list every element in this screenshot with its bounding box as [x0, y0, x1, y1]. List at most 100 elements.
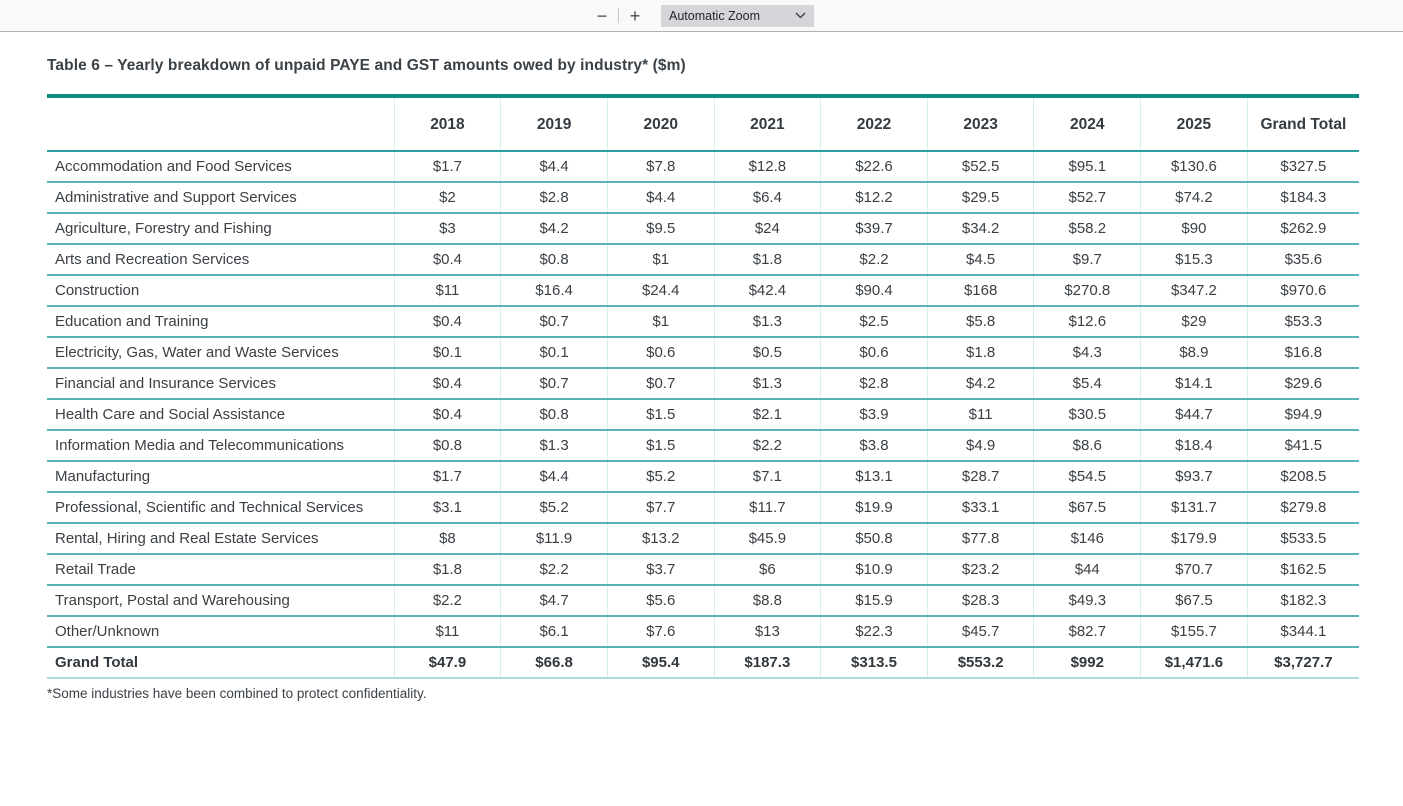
cell-value: $9.5 [606, 213, 715, 245]
zoom-level-dropdown[interactable]: Automatic Zoom [661, 4, 814, 27]
cell-value: $33.1 [926, 492, 1034, 524]
column-header: 2020 [606, 96, 715, 152]
zoom-in-button[interactable]: + [622, 3, 648, 29]
cell-value: $11.9 [500, 523, 608, 555]
cell-value: $8.6 [1033, 430, 1141, 462]
cell-value: $0.4 [393, 399, 501, 431]
cell-value: $82.7 [1033, 616, 1141, 648]
cell-value: $8.8 [713, 585, 821, 617]
cell-value: $179.9 [1140, 523, 1248, 555]
cell-value: $130.6 [1140, 151, 1248, 183]
cell-value: $29.5 [926, 182, 1034, 214]
cell-value: $8.9 [1140, 337, 1248, 369]
cell-value: $95.1 [1033, 151, 1141, 183]
column-header: 2021 [713, 96, 821, 152]
cell-value: $3.8 [820, 430, 928, 462]
cell-value: $67.5 [1033, 492, 1141, 524]
column-header: 2022 [820, 96, 928, 152]
row-label: Financial and Insurance Services [47, 368, 395, 400]
cell-value: $1.8 [713, 244, 821, 276]
cell-value: $12.8 [713, 151, 821, 183]
table-row: Construction $11 $16.4 $24.4 $42.4 $90.4 $168 $… [47, 275, 1359, 307]
cell-value: $29 [1140, 306, 1248, 338]
cell-value: $77.8 [926, 523, 1034, 555]
cell-value: $155.7 [1140, 616, 1248, 648]
cell-value: $4.9 [926, 430, 1034, 462]
row-label: Grand Total [47, 647, 395, 679]
cell-value: $35.6 [1246, 244, 1359, 276]
table-row: Retail Trade $1.8 $2.2 $3.7 $6 $10.9 $23.2 $44 $… [47, 554, 1359, 586]
cell-value: $187.3 [713, 647, 821, 679]
table-row: Grand Total $47.9 $66.8 $95.4 $187.3 $313.5 $5… [47, 647, 1359, 679]
cell-value: $12.6 [1033, 306, 1141, 338]
cell-value: $0.4 [393, 306, 501, 338]
row-label: Agriculture, Forestry and Fishing [47, 213, 395, 245]
cell-value: $2.2 [820, 244, 928, 276]
cell-value: $4.5 [926, 244, 1034, 276]
cell-value: $42.4 [713, 275, 821, 307]
table-row: Other/Unknown $11 $6.1 $7.6 $13 $22.3 $45.7 $82… [47, 616, 1359, 648]
cell-value: $1.7 [393, 151, 501, 183]
cell-value: $327.5 [1246, 151, 1359, 183]
cell-value: $7.8 [606, 151, 715, 183]
cell-value: $0.8 [500, 244, 608, 276]
cell-value: $1.3 [713, 306, 821, 338]
cell-value: $182.3 [1246, 585, 1359, 617]
cell-value: $5.8 [926, 306, 1034, 338]
row-label: Professional, Scientific and Technical S… [47, 492, 395, 524]
row-label: Education and Training [47, 306, 395, 338]
table-row: Rental, Hiring and Real Estate Services $… [47, 523, 1359, 555]
page-title: Table 6 – Yearly breakdown of unpaid PAY… [47, 57, 686, 74]
cell-value: $24 [713, 213, 821, 245]
cell-value: $49.3 [1033, 585, 1141, 617]
cell-value: $7.6 [606, 616, 715, 648]
cell-value: $66.8 [500, 647, 608, 679]
cell-value: $7.1 [713, 461, 821, 493]
row-label: Health Care and Social Assistance [47, 399, 395, 431]
cell-value: $347.2 [1140, 275, 1248, 307]
cell-value: $15.3 [1140, 244, 1248, 276]
cell-value: $44 [1033, 554, 1141, 586]
cell-value: $11 [393, 275, 501, 307]
cell-value: $168 [926, 275, 1034, 307]
cell-value: $53.3 [1246, 306, 1359, 338]
cell-value: $9.7 [1033, 244, 1141, 276]
row-label: Manufacturing [47, 461, 395, 493]
row-label: Arts and Recreation Services [47, 244, 395, 276]
cell-value: $74.2 [1140, 182, 1248, 214]
cell-value: $90.4 [820, 275, 928, 307]
cell-value: $4.4 [500, 151, 608, 183]
cell-value: $184.3 [1246, 182, 1359, 214]
chevron-down-icon [795, 12, 806, 19]
table-row: Accommodation and Food Services $1.7 $4.4 $… [47, 151, 1359, 183]
cell-value: $70.7 [1140, 554, 1248, 586]
cell-value: $4.2 [500, 213, 608, 245]
cell-value: $23.2 [926, 554, 1034, 586]
row-label: Administrative and Support Services [47, 182, 395, 214]
zoom-out-button[interactable]: − [589, 3, 615, 29]
cell-value: $4.4 [606, 182, 715, 214]
cell-value: $28.7 [926, 461, 1034, 493]
cell-value: $0.7 [606, 368, 715, 400]
cell-value: $2.2 [713, 430, 821, 462]
cell-value: $146 [1033, 523, 1141, 555]
cell-value: $3 [393, 213, 501, 245]
table-row: Professional, Scientific and Technical S… [47, 492, 1359, 524]
cell-value: $1 [606, 306, 715, 338]
cell-value: $6 [713, 554, 821, 586]
zoom-level-value: Automatic Zoom [669, 8, 761, 23]
row-label: Other/Unknown [47, 616, 395, 648]
cell-value: $18.4 [1140, 430, 1248, 462]
cell-value: $41.5 [1246, 430, 1359, 462]
cell-value: $11 [926, 399, 1034, 431]
cell-value: $0.6 [820, 337, 928, 369]
table-row: Electricity, Gas, Water and Waste Servic… [47, 337, 1359, 369]
cell-value: $7.7 [606, 492, 715, 524]
cell-value: $44.7 [1140, 399, 1248, 431]
table-row: Financial and Insurance Services $0.4 $0.7… [47, 368, 1359, 400]
cell-value: $279.8 [1246, 492, 1359, 524]
cell-value: $6.1 [500, 616, 608, 648]
cell-value: $3.7 [606, 554, 715, 586]
cell-value: $28.3 [926, 585, 1034, 617]
cell-value: $0.5 [713, 337, 821, 369]
